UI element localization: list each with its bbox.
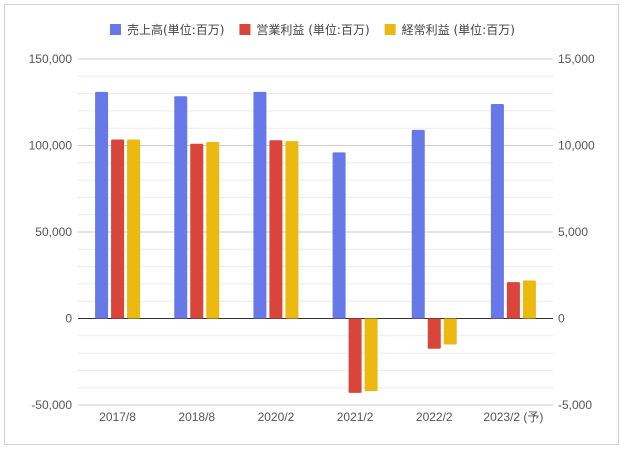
left-tick-label: 150,000 — [29, 52, 73, 66]
left-axis-ticks: 150,000 100,000 50,000 0 -50,000 — [29, 52, 73, 412]
bar — [190, 143, 204, 319]
bar — [443, 318, 457, 345]
bar — [332, 152, 346, 319]
bar — [411, 129, 425, 319]
x-tick-label: 2020/2 — [258, 410, 295, 424]
x-axis-ticks: 2017/8 2018/8 2020/2 2021/2 2022/2 2023/2 (予) — [99, 410, 543, 424]
bar — [111, 139, 125, 319]
bars — [95, 91, 536, 393]
bar — [206, 142, 220, 319]
bar — [269, 140, 283, 319]
legend: 売上高(単位:百万) 営業利益 (単位:百万) 経常利益 (単位:百万) — [110, 22, 515, 37]
left-tick-label: 0 — [65, 312, 72, 326]
x-tick-label: 2023/2 (予) — [483, 410, 543, 424]
legend-swatch — [384, 24, 396, 35]
right-tick-label: 0 — [558, 312, 565, 326]
legend-swatch — [239, 24, 251, 35]
legend-swatch — [110, 24, 121, 35]
left-tick-label: 100,000 — [29, 139, 73, 153]
bar — [253, 91, 267, 319]
right-tick-label: 10,000 — [558, 139, 595, 153]
legend-label: 経常利益 (単位:百万) — [402, 22, 515, 37]
x-tick-label: 2022/2 — [416, 410, 453, 424]
x-tick-label: 2017/8 — [99, 410, 136, 424]
legend-label: 売上高(単位:百万) — [127, 22, 224, 37]
bar — [427, 318, 441, 349]
bar — [364, 318, 378, 392]
bar — [285, 141, 299, 319]
x-tick-label: 2018/8 — [178, 410, 215, 424]
x-tick-label: 2021/2 — [337, 410, 374, 424]
left-tick-label: 50,000 — [35, 225, 72, 239]
bar — [490, 103, 504, 319]
right-tick-label: -5,000 — [558, 398, 592, 412]
right-axis-ticks: 15,000 10,000 5,000 0 -5,000 — [558, 52, 595, 412]
left-tick-label: -50,000 — [31, 398, 72, 412]
right-tick-label: 15,000 — [558, 52, 595, 66]
bar — [174, 96, 188, 319]
bar — [95, 91, 109, 319]
bar — [127, 139, 141, 319]
legend-label: 営業利益 (単位:百万) — [256, 22, 369, 37]
bar — [348, 318, 362, 393]
bar — [522, 280, 536, 319]
right-tick-label: 5,000 — [558, 225, 588, 239]
gridlines — [78, 58, 553, 406]
bar — [506, 282, 520, 319]
